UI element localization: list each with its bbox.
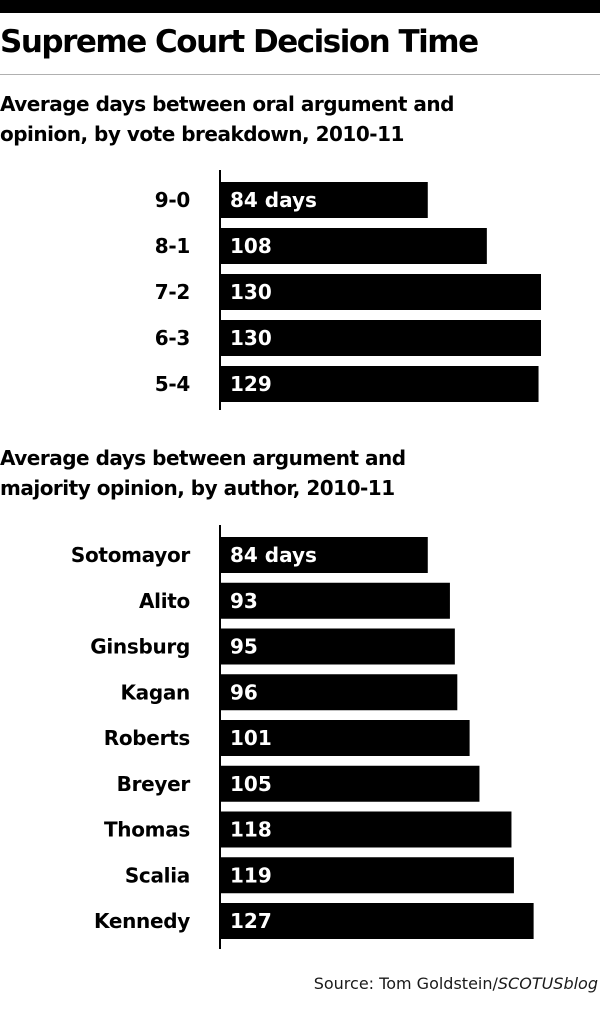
category-label: 7-2 — [155, 280, 190, 304]
data-label: 130 — [230, 326, 272, 350]
bar-8-1 — [221, 228, 487, 264]
data-label: 119 — [230, 863, 272, 887]
data-label: 93 — [230, 589, 258, 613]
chart1-title: Average days between oral argument and op… — [0, 89, 600, 149]
category-label: 8-1 — [155, 234, 190, 258]
vote-breakdown-bar-chart: 84 days 9-0 108 8-1 130 7-2 130 6-3 129 5-4 — [155, 170, 541, 410]
bar-breyer — [221, 765, 480, 802]
data-label: 129 — [230, 372, 272, 396]
bar-6-3 — [221, 320, 541, 356]
chart-subtitle-line: opinion, by vote breakdown, 2010-11 — [0, 122, 404, 146]
category-label: Thomas — [104, 818, 190, 842]
data-label: 96 — [230, 680, 258, 704]
data-label: 118 — [230, 818, 272, 842]
title-divider — [0, 74, 600, 75]
top-bar — [0, 0, 600, 13]
bar-sotomayor — [221, 537, 428, 573]
data-label: 95 — [230, 635, 258, 659]
bar-ginsburg — [221, 628, 455, 665]
chart2-title: Average days between argument and majorit… — [0, 443, 600, 503]
source-blog-name: SCOTUSblog — [497, 974, 598, 993]
bar-roberts — [221, 720, 470, 756]
data-label: 108 — [230, 234, 272, 258]
data-label: 84 days — [230, 543, 317, 567]
data-label: 101 — [230, 726, 272, 750]
category-label: 6-3 — [155, 326, 190, 350]
bar-5-4 — [221, 366, 539, 402]
data-label: 127 — [230, 909, 272, 933]
category-label: Roberts — [104, 726, 190, 750]
data-label: 84 days — [230, 188, 317, 212]
category-label: 5-4 — [155, 372, 190, 396]
bar-kennedy — [221, 903, 534, 939]
bar-9-0 — [221, 182, 428, 218]
author-bar-chart: 84 days Sotomayor 93 Alito 95 Ginsburg 96 Kagan… — [71, 525, 534, 949]
category-label: Scalia — [125, 863, 190, 887]
chart-subtitle-line: Average days between oral argument and — [0, 92, 454, 116]
bar-kagan — [221, 674, 458, 711]
category-label: Sotomayor — [71, 543, 191, 567]
category-label: Breyer — [117, 772, 191, 796]
bar-7-2 — [221, 274, 541, 310]
bar-alito — [221, 582, 450, 619]
chart-title: Supreme Court Decision Time — [0, 24, 479, 60]
bar-thomas — [221, 811, 512, 848]
category-label: Kagan — [120, 680, 190, 704]
chart-subtitle-line: majority opinion, by author, 2010-11 — [0, 476, 395, 500]
data-label: 130 — [230, 280, 272, 304]
category-label: 9-0 — [155, 188, 190, 212]
category-label: Kennedy — [94, 909, 190, 933]
category-label: Ginsburg — [90, 635, 190, 659]
bar-scalia — [221, 857, 514, 894]
category-label: Alito — [139, 589, 190, 613]
data-label: 105 — [230, 772, 272, 796]
source-prefix: Source: Tom Goldstein/ — [313, 974, 498, 993]
chart-subtitle-line: Average days between argument and — [0, 446, 406, 470]
source-note: Source: Tom Goldstein/SCOTUSblog — [314, 974, 598, 993]
